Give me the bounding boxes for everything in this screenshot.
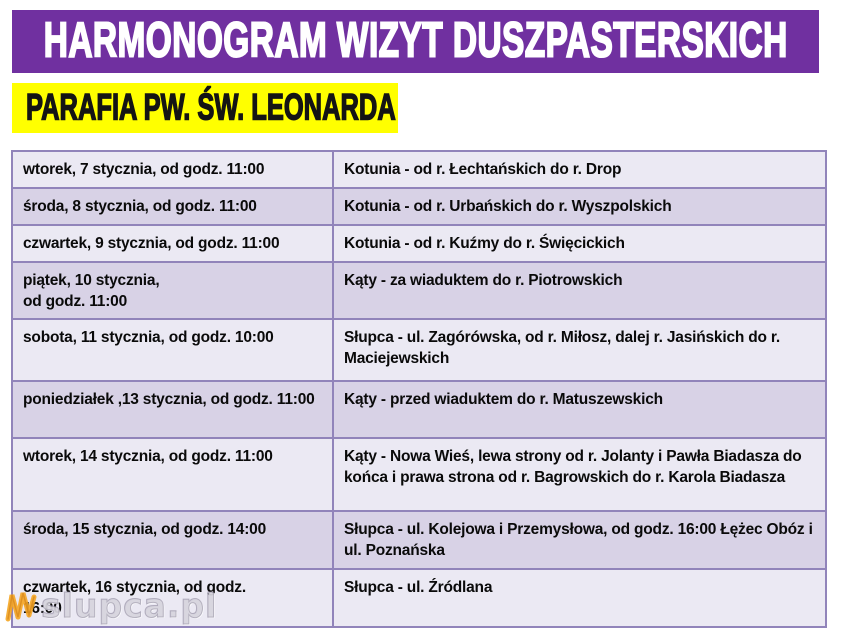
visit-location: Kąty - za wiaduktem do r. Piotrowskich [332,261,827,320]
title-banner: HARMONOGRAM WIZYT DUSZPASTERSKICH [12,10,819,73]
visit-date: środa, 15 stycznia, od godz. 14:00 [11,510,334,570]
table-row: piątek, 10 stycznia, od godz. 11:00 Kąty… [11,261,827,320]
page-title: HARMONOGRAM WIZYT DUSZPASTERSKICH [43,13,788,70]
table-row: wtorek, 7 stycznia, od godz. 11:00 Kotun… [11,150,827,189]
table-row: poniedziałek ,13 stycznia, od godz. 11:0… [11,380,827,439]
parish-title: PARAFIA PW. ŚW. LEONARDA [25,86,396,129]
schedule-table: wtorek, 7 stycznia, od godz. 11:00 Kotun… [11,150,827,628]
visit-location: Kąty - przed wiaduktem do r. Matuszewski… [332,380,827,439]
visit-date: wtorek, 7 stycznia, od godz. 11:00 [11,150,334,189]
table-row: czwartek, 16 stycznia, od godz. 16:00 Sł… [11,568,827,628]
table-row: środa, 15 stycznia, od godz. 14:00 Słupc… [11,510,827,570]
table-row: wtorek, 14 stycznia, od godz. 11:00 Kąty… [11,437,827,512]
parish-banner: PARAFIA PW. ŚW. LEONARDA [12,83,398,133]
visit-date: czwartek, 9 stycznia, od godz. 11:00 [11,224,334,263]
visit-location: Słupca - ul. Kolejowa i Przemysłowa, od … [332,510,827,570]
visit-date: środa, 8 stycznia, od godz. 11:00 [11,187,334,226]
table-row: czwartek, 9 stycznia, od godz. 11:00 Kot… [11,224,827,263]
table-row: sobota, 11 stycznia, od godz. 10:00 Słup… [11,318,827,382]
visit-location: Kotunia - od r. Kuźmy do r. Święcickich [332,224,827,263]
visit-location: Kotunia - od r. Urbańskich do r. Wyszpol… [332,187,827,226]
visit-date: sobota, 11 stycznia, od godz. 10:00 [11,318,334,382]
visit-location: Kotunia - od r. Łechtańskich do r. Drop [332,150,827,189]
table-row: środa, 8 stycznia, od godz. 11:00 Kotuni… [11,187,827,226]
visit-date: czwartek, 16 stycznia, od godz. 16:00 [11,568,334,628]
visit-date: wtorek, 14 stycznia, od godz. 11:00 [11,437,334,512]
visit-location: Kąty - Nowa Wieś, lewa strony od r. Jola… [332,437,827,512]
visit-location: Słupca - ul. Zagórówska, od r. Miłosz, d… [332,318,827,382]
visit-date: piątek, 10 stycznia, od godz. 11:00 [11,261,334,320]
visit-location: Słupca - ul. Źródlana [332,568,827,628]
visit-date: poniedziałek ,13 stycznia, od godz. 11:0… [11,380,334,439]
